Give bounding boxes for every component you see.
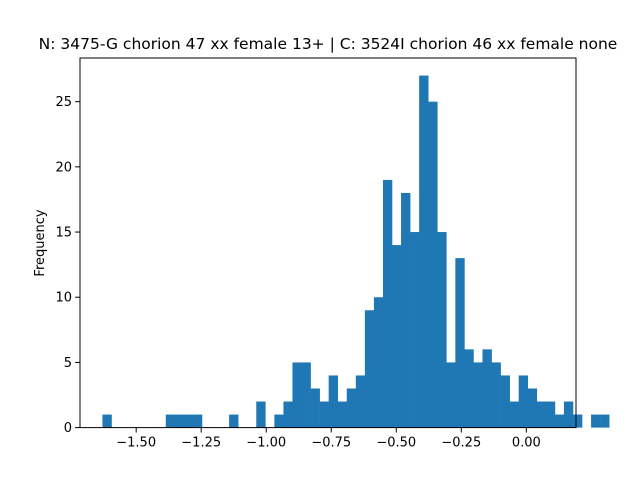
histogram-bar [283, 401, 293, 428]
histogram-bar [328, 375, 339, 428]
histogram-bar [392, 245, 402, 428]
histogram-bar [455, 258, 465, 428]
x-tick-label: −0.75 [311, 436, 351, 451]
y-tick-label: 25 [55, 95, 72, 110]
x-tick-label: −1.00 [246, 436, 286, 451]
histogram-bar [373, 297, 384, 428]
histogram-bar [482, 349, 492, 428]
x-tick-label: −1.50 [116, 436, 156, 451]
histogram-bar [437, 232, 447, 428]
histogram-bar [301, 362, 311, 428]
histogram-bar [229, 414, 239, 428]
bars-group [102, 75, 610, 428]
histogram-bar [102, 414, 112, 428]
histogram-bar [382, 179, 393, 428]
histogram-bar [473, 362, 483, 428]
histogram-bar [536, 401, 547, 428]
histogram-bar [355, 375, 366, 428]
x-tick-label: 0.00 [512, 436, 541, 451]
histogram-bar [491, 362, 501, 428]
y-tick-label: 0 [64, 421, 72, 436]
histogram-bar [527, 388, 538, 428]
histogram-bar [410, 232, 420, 428]
histogram-bar [292, 362, 302, 428]
histogram-bar [572, 414, 583, 428]
histogram-bar [464, 349, 474, 428]
histogram-bar [591, 414, 601, 428]
histogram-bar [319, 401, 329, 428]
histogram-bar [428, 101, 438, 428]
x-tick-label: −0.50 [376, 436, 416, 451]
histogram-bar [165, 414, 176, 428]
histogram-bar [274, 414, 284, 428]
histogram-bar [500, 375, 510, 428]
histogram-bar [518, 375, 529, 428]
x-axis: −1.50 −1.25 −1.00 −0.75 −0.50 −0.25 0.00 [116, 427, 541, 451]
histogram-bar [545, 401, 556, 428]
plot-frame [79, 57, 577, 429]
y-tick-label: 20 [55, 160, 72, 175]
y-tick-label: 5 [64, 356, 72, 371]
histogram-bar [419, 75, 429, 428]
y-tick-label: 10 [55, 291, 72, 306]
histogram-bar [256, 401, 266, 428]
x-tick-label: −1.25 [181, 436, 221, 451]
y-tick-label: 15 [55, 226, 72, 241]
x-tick-label: −0.25 [441, 436, 481, 451]
y-axis-label: Frequency [33, 209, 48, 276]
histogram-bar [364, 310, 375, 428]
histogram-bar [563, 401, 574, 428]
histogram-bar [509, 401, 519, 428]
y-axis: 0 5 10 15 20 25 [55, 95, 80, 436]
histogram-bar [600, 414, 610, 428]
histogram-bar [183, 414, 194, 428]
chart-title: N: 3475-G chorion 47 xx female 13+ | C: … [39, 35, 618, 53]
histogram-bar [346, 388, 357, 428]
histogram-bar [192, 414, 203, 428]
histogram-bar [337, 401, 348, 428]
histogram-bar [174, 414, 185, 428]
histogram-bar [401, 192, 411, 428]
histogram-bar [446, 362, 456, 428]
histogram-bar [310, 388, 320, 428]
histogram-bar [554, 414, 565, 428]
